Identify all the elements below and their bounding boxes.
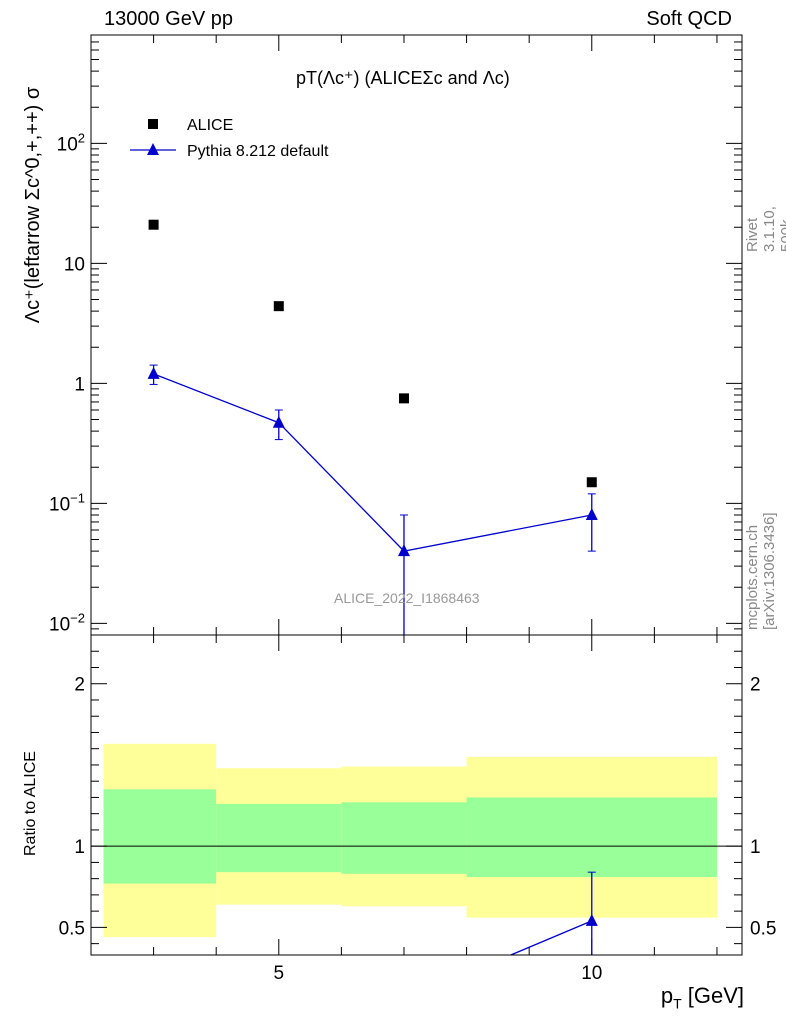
ratio-ytick-label-left: 0.5 — [59, 918, 85, 939]
x-axis-label: pT [GeV] — [660, 983, 744, 1012]
rivet-info: Rivet 3.1.10, 500k events — [744, 206, 786, 252]
ratio-series-layer — [510, 871, 598, 956]
main-ytick-exponent: −2 — [70, 610, 85, 625]
main-ytick-label: 10−1 — [49, 490, 85, 515]
main-ytick-label: 10−2 — [49, 610, 85, 635]
legend-alice-marker — [148, 119, 158, 129]
ratio-ytick-label-right: 2 — [750, 675, 761, 696]
ratio-bands — [91, 743, 742, 938]
ratio-axis-ticks: 0.5 0.5 1 1 2 2 5 10 — [59, 635, 776, 984]
main-ytick-label: 1 — [74, 374, 85, 395]
ratio-ytick-label-left: 2 — [74, 675, 85, 696]
legend-pythia-marker — [147, 143, 159, 155]
ratio-pythia-point — [585, 913, 598, 926]
ratio-ytick-label-left: 1 — [74, 837, 85, 858]
alice-point — [273, 301, 284, 312]
main-ytick-label: 102 — [57, 130, 85, 155]
ratio-frame — [90, 634, 743, 956]
pythia-point — [147, 366, 160, 379]
energy-label: 13000 GeV pp — [104, 8, 233, 30]
x-tick-label: 10 — [581, 963, 602, 984]
ratio-ytick-label-right: 0.5 — [750, 918, 776, 939]
legend: ALICE Pythia 8.212 default — [130, 117, 329, 160]
inner-band-0 — [103, 789, 217, 884]
analysis-tag: ALICE_2022_I1868463 — [334, 590, 480, 606]
inner-band-1 — [216, 803, 342, 873]
panel-frames — [90, 34, 743, 956]
ratio-pythia-line — [510, 920, 593, 956]
main-y-axis-label: Λc⁺(leftarrow Σc^0,+,++) σ — [22, 86, 44, 324]
pythia-point — [272, 415, 285, 428]
category-label: Soft QCD — [646, 8, 732, 30]
mcplots-info: mcplots.cern.ch [arXiv:1306.3436] — [744, 512, 778, 630]
pythia-point — [397, 544, 410, 557]
inner-band-3 — [466, 797, 717, 878]
ratio-ytick-label-right: 1 — [750, 837, 761, 858]
ratio-y-axis-label: Ratio to ALICE — [22, 751, 39, 856]
main-series-layer — [147, 219, 598, 635]
alice-point — [586, 477, 597, 488]
inner-band-2 — [341, 802, 467, 874]
pythia-point — [585, 508, 598, 520]
pythia-line — [153, 373, 592, 552]
legend-alice-label: ALICE — [187, 117, 233, 134]
alice-point — [148, 219, 159, 230]
main-ytick-exponent: −1 — [70, 490, 85, 505]
alice-point — [398, 393, 409, 404]
x-tick-label: 5 — [273, 963, 284, 984]
legend-pythia-label: Pythia 8.212 default — [187, 143, 329, 160]
plot-title: pT(Λc⁺) (ALICEΣc and Λc) — [296, 68, 510, 88]
main-ytick-exponent: 2 — [78, 130, 85, 145]
main-ytick-label: 10 — [64, 254, 85, 275]
